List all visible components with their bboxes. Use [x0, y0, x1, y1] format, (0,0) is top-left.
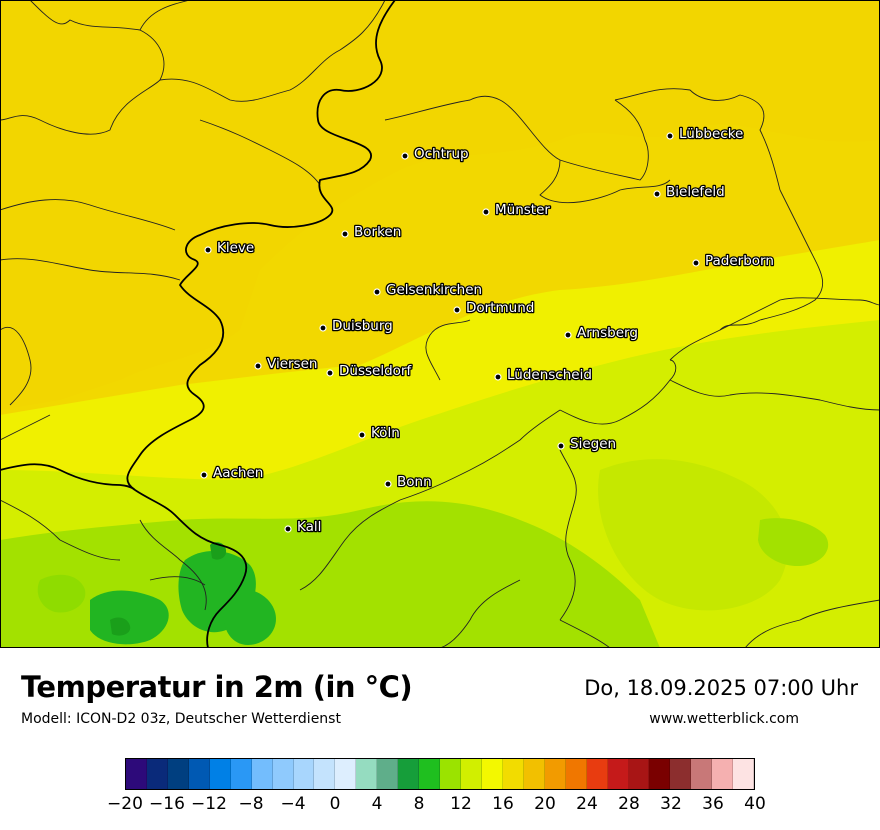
city-label-luedenscheid: Lüdenscheid: [507, 367, 592, 383]
model-info: Modell: ICON-D2 03z, Deutscher Wetterdie…: [21, 711, 341, 727]
city-arnsberg: Arnsberg: [564, 324, 639, 342]
legend-tick-label: 24: [576, 794, 598, 814]
legend-swatch: [481, 759, 503, 789]
legend-swatch: [628, 759, 650, 789]
city-label-kall: Kall: [297, 519, 321, 535]
city-label-luebbecke: Lübbecke: [679, 126, 743, 142]
city-label-siegen: Siegen: [570, 436, 616, 452]
legend-swatch: [314, 759, 336, 789]
city-label-arnsberg: Arnsberg: [577, 325, 638, 341]
legend-tick-label: 32: [660, 794, 682, 814]
city-label-dortmund: Dortmund: [466, 300, 534, 316]
legend-swatch: [126, 759, 147, 789]
legend-swatch: [440, 759, 461, 789]
legend-swatch: [523, 759, 545, 789]
legend-swatch: [398, 759, 420, 789]
city-luebbecke: Lübbecke: [666, 125, 745, 143]
color-scale-legend: [125, 758, 755, 790]
legend-swatch: [670, 759, 692, 789]
city-label-duisburg: Duisburg: [332, 318, 393, 334]
city-duesseldorf: Düsseldorf: [326, 362, 414, 380]
legend-swatch: [649, 759, 671, 789]
city-label-aachen: Aachen: [213, 465, 263, 481]
legend-tick-label: 16: [492, 794, 514, 814]
city-label-ochtrup: Ochtrup: [414, 146, 469, 162]
city-siegen: Siegen: [557, 435, 617, 453]
city-label-muenster: Münster: [495, 202, 550, 218]
legend-tick-label: 8: [413, 794, 425, 814]
legend-tick-label: 0: [329, 794, 341, 814]
legend-tick-label: 40: [744, 794, 766, 814]
legend-swatch: [377, 759, 399, 789]
legend-swatch: [209, 759, 231, 789]
map-title: Temperatur in 2m (in °C): [21, 670, 413, 704]
city-bielefeld: Bielefeld: [653, 183, 726, 201]
legend-swatch: [146, 759, 168, 789]
city-luedenscheid: Lüdenscheid: [494, 366, 593, 384]
city-label-gelsenkirchen: Gelsenkirchen: [386, 282, 482, 298]
legend-swatch: [502, 759, 524, 789]
forecast-datetime: Do, 18.09.2025 07:00 Uhr: [584, 676, 858, 700]
legend-swatch: [335, 759, 357, 789]
legend-swatch: [188, 759, 210, 789]
legend-swatch: [251, 759, 273, 789]
legend-tick-label: −4: [280, 794, 306, 814]
legend-tick-label: −12: [191, 794, 227, 814]
legend-swatch: [607, 759, 629, 789]
legend-swatch: [167, 759, 189, 789]
city-kall: Kall: [284, 518, 323, 536]
legend-tick-label: −20: [107, 794, 143, 814]
city-label-bielefeld: Bielefeld: [666, 184, 725, 200]
legend-tick-label: 36: [702, 794, 724, 814]
city-label-kleve: Kleve: [217, 240, 254, 256]
legend-swatch: [272, 759, 294, 789]
legend-swatch: [461, 759, 482, 789]
city-koeln: Köln: [358, 424, 401, 442]
legend-swatch: [586, 759, 608, 789]
legend-swatch: [419, 759, 441, 789]
city-gelsenkirchen: Gelsenkirchen: [373, 281, 483, 299]
city-kleve: Kleve: [204, 239, 256, 257]
city-dortmund: Dortmund: [453, 299, 536, 317]
city-label-paderborn: Paderborn: [705, 253, 774, 269]
legend-swatch: [712, 759, 734, 789]
city-muenster: Münster: [482, 201, 552, 219]
website-link[interactable]: www.wetterblick.com: [649, 711, 799, 727]
city-aachen: Aachen: [200, 464, 265, 482]
legend-swatch: [293, 759, 315, 789]
legend-tick-label: −16: [149, 794, 185, 814]
legend-swatch: [733, 759, 755, 789]
legend-swatch: [230, 759, 252, 789]
legend-tick-label: −8: [238, 794, 264, 814]
city-label-bonn: Bonn: [397, 474, 432, 490]
city-viersen: Viersen: [254, 355, 319, 373]
city-label-koeln: Köln: [371, 425, 400, 441]
legend-swatch: [356, 759, 378, 789]
legend-swatch: [565, 759, 587, 789]
legend-tick-label: 20: [534, 794, 556, 814]
city-label-viersen: Viersen: [267, 356, 317, 372]
city-bonn: Bonn: [384, 473, 433, 491]
legend-tick-label: 12: [450, 794, 472, 814]
city-label-borken: Borken: [354, 224, 401, 240]
city-paderborn: Paderborn: [692, 252, 775, 270]
temperature-map: Lübbecke Ochtrup Bielefeld Münster Borke…: [0, 0, 880, 648]
city-ochtrup: Ochtrup: [401, 145, 470, 163]
city-duisburg: Duisburg: [319, 317, 394, 335]
legend-tick-label: 4: [371, 794, 383, 814]
map-footer: Temperatur in 2m (in °C) Modell: ICON-D2…: [0, 648, 880, 830]
legend-swatch: [544, 759, 566, 789]
city-borken: Borken: [341, 223, 403, 241]
legend-tick-label: 28: [618, 794, 640, 814]
color-scale-ticks: −20 −16 −12 −8 −4 0 4 8 12 16 20 24 28 32 36 40: [0, 794, 880, 818]
city-label-duesseldorf: Düsseldorf: [339, 363, 412, 379]
legend-swatch: [691, 759, 713, 789]
